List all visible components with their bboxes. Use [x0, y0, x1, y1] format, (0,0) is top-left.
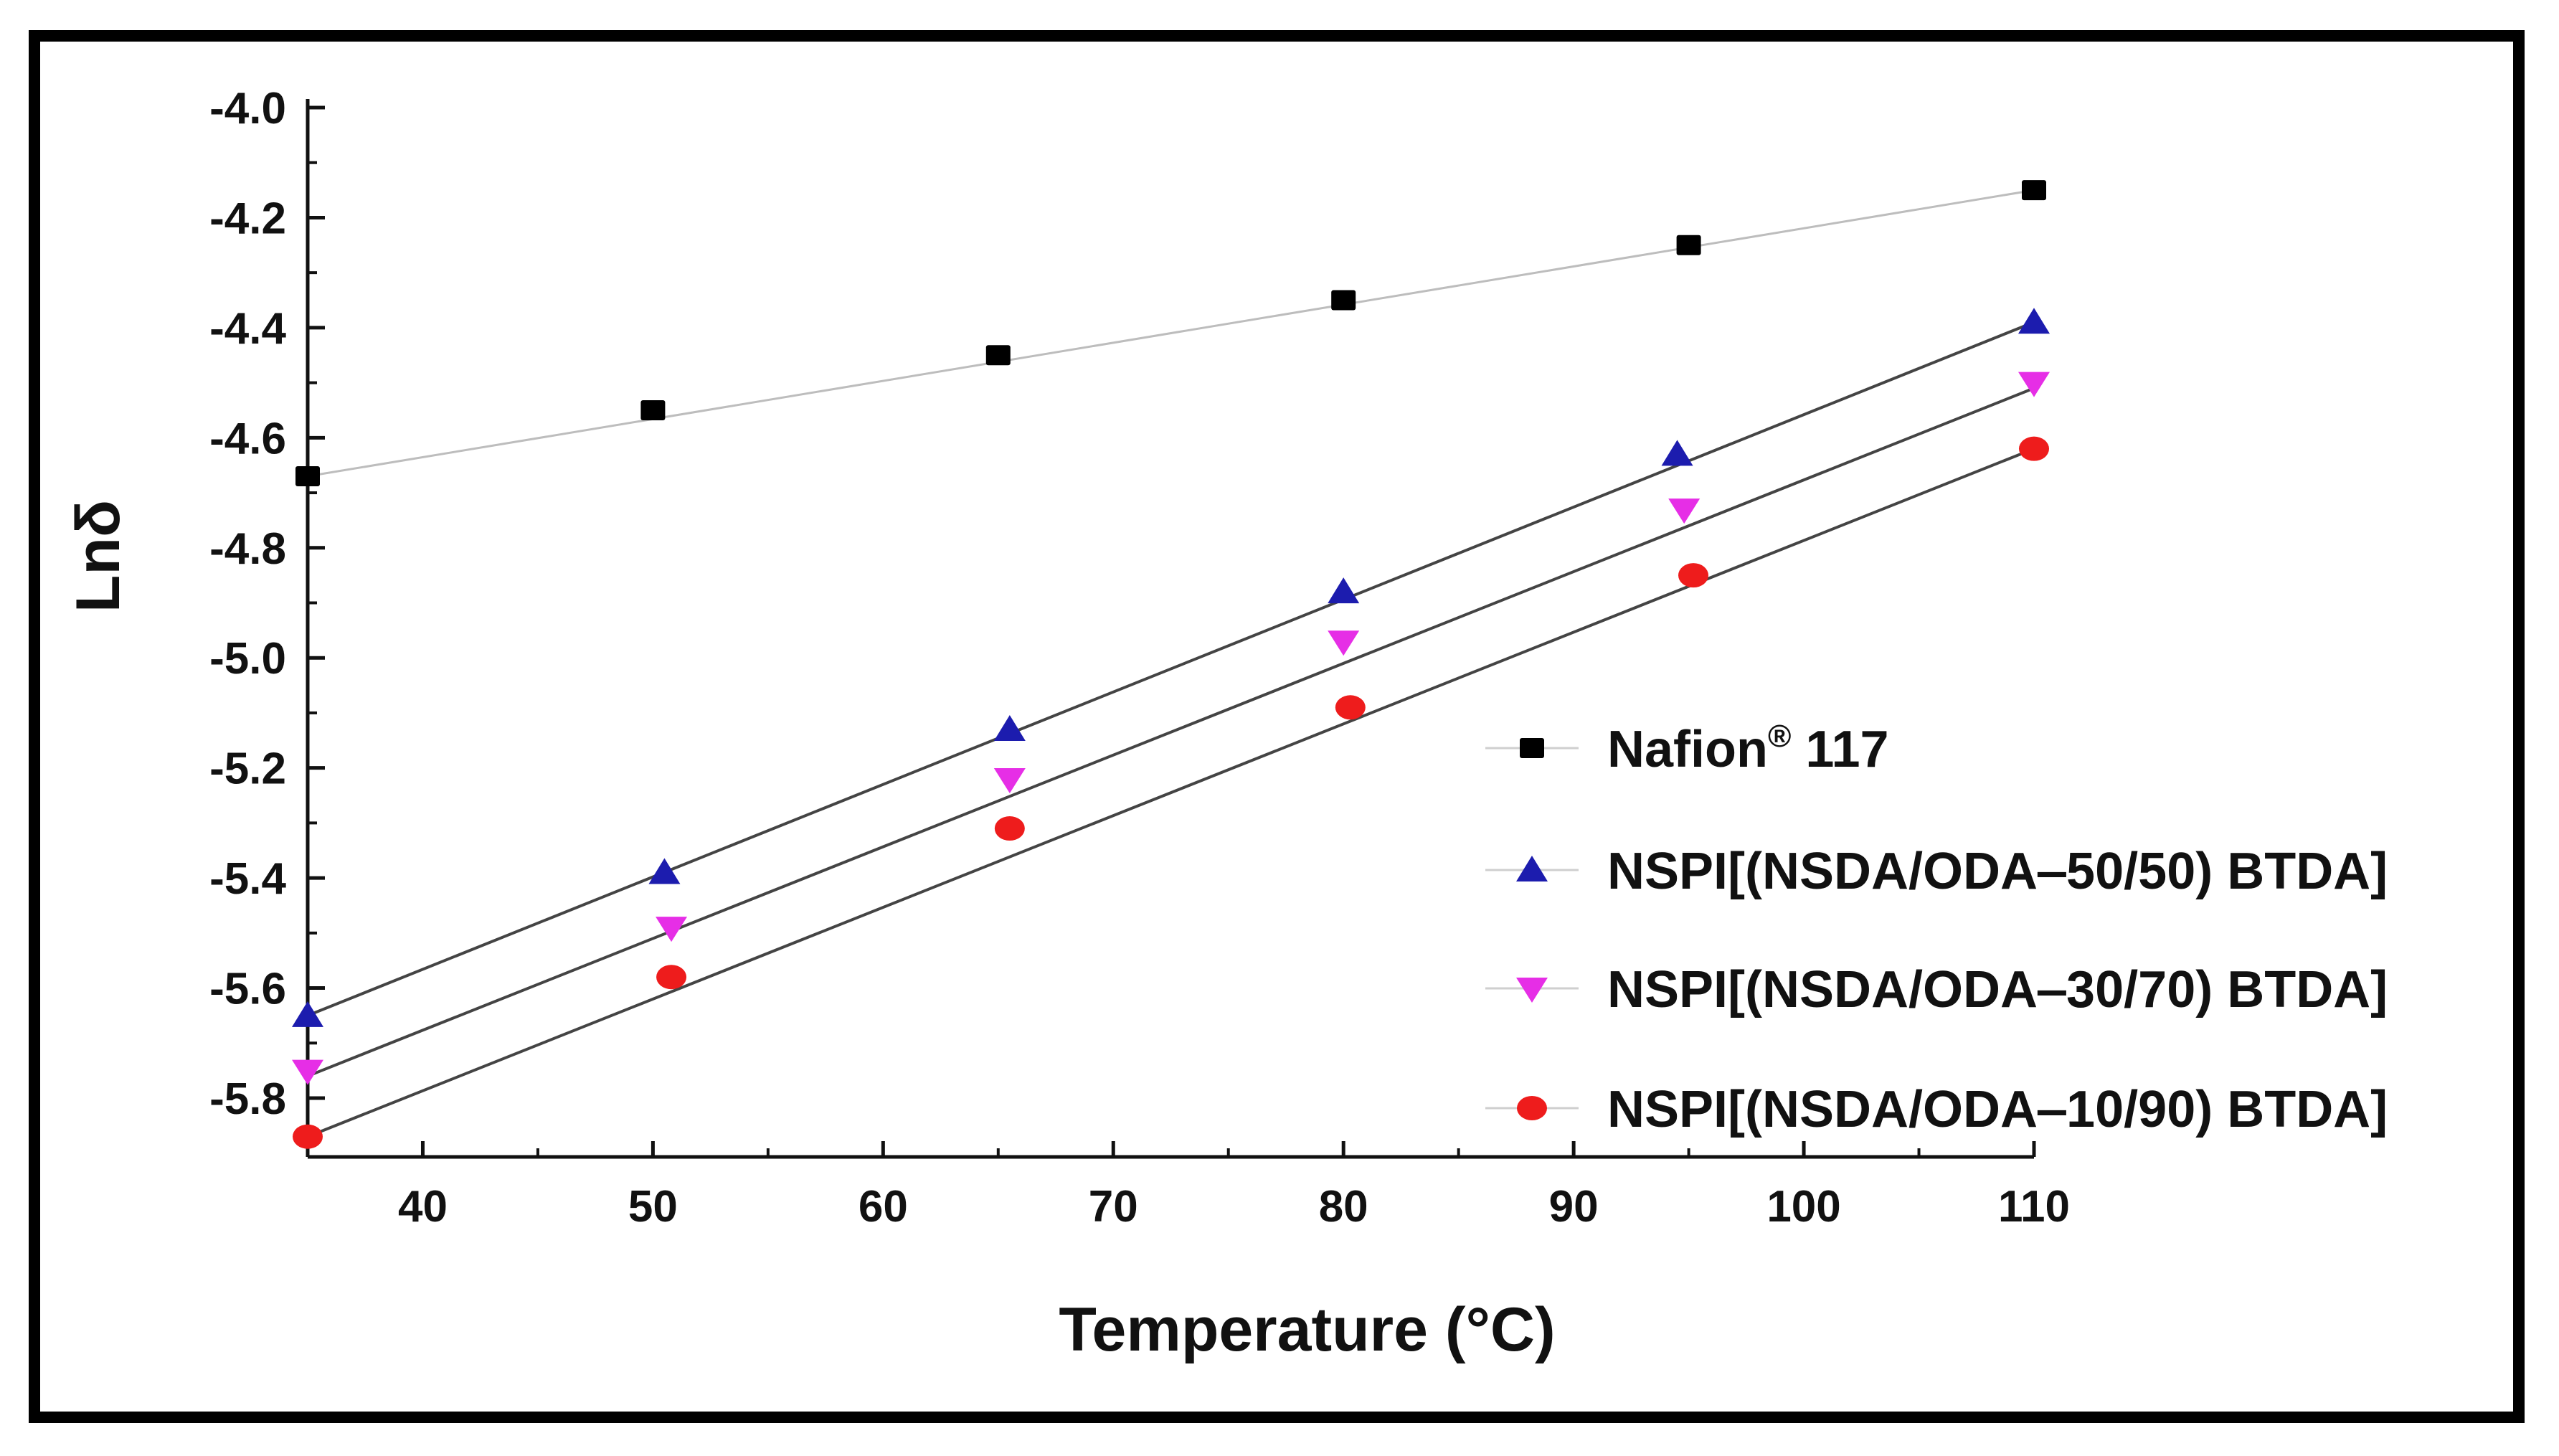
- legend-label: NSPI[(NSDA/ODA‒50/50) BTDA]: [1607, 843, 2388, 900]
- x-tick-label: 90: [1549, 1182, 1599, 1232]
- legend-marker: [1517, 1096, 1547, 1120]
- y-axis-title: Lnδ: [64, 500, 133, 613]
- data-point: [2018, 308, 2050, 334]
- data-point: [1668, 498, 1701, 524]
- data-point: [993, 714, 1026, 741]
- y-tick-label: -4.4: [209, 304, 286, 354]
- data-point: [2018, 372, 2050, 397]
- data-point: [640, 400, 666, 420]
- legend-entry-1: NSPI[(NSDA/ODA‒50/50) BTDA]: [1485, 843, 2388, 900]
- legend-entry-0: Nafion® 117: [1485, 719, 1889, 778]
- x-tick-label: 100: [1766, 1182, 1840, 1232]
- x-tick-label: 40: [398, 1182, 448, 1232]
- data-point: [2022, 180, 2046, 201]
- data-point: [295, 466, 320, 487]
- data-point: [985, 345, 1011, 366]
- y-tick-label: -4.2: [209, 194, 286, 243]
- data-point: [1678, 563, 1709, 588]
- data-point: [1328, 630, 1360, 656]
- data-point: [993, 768, 1026, 794]
- data-point: [293, 1124, 323, 1149]
- data-point: [1328, 577, 1360, 604]
- x-tick-label: 70: [1089, 1182, 1138, 1232]
- data-point: [1331, 290, 1356, 311]
- series-line: [307, 447, 2035, 1138]
- y-tick-label: -5.8: [209, 1074, 286, 1124]
- series-line: [307, 189, 2035, 478]
- legend-label: NSPI[(NSDA/ODA‒10/90) BTDA]: [1607, 1081, 2388, 1138]
- x-tick-label: 60: [858, 1182, 908, 1232]
- series-line: [307, 387, 2035, 1078]
- legend-entry-2: NSPI[(NSDA/ODA‒30/70) BTDA]: [1485, 961, 2388, 1018]
- y-tick-label: -5.6: [209, 965, 286, 1014]
- axes-group: 40 50 60 70 80 90 100 110 -4.0 -4.2 -4.4 -4.6 -4.8 -5…: [209, 84, 2070, 1232]
- chart: 40 50 60 70 80 90 100 110 -4.0 -4.2 -4.4 -4.6 -4.8 -5…: [64, 84, 2388, 1364]
- legend-marker: [1516, 978, 1548, 1003]
- series-0: [295, 180, 2046, 487]
- series-line: [307, 321, 2035, 1017]
- y-tick-label: -5.4: [209, 854, 286, 904]
- data-point: [656, 917, 688, 942]
- data-point: [648, 858, 681, 884]
- series-3: [293, 436, 2049, 1149]
- series-2: [292, 372, 2050, 1085]
- y-tick-label: -5.0: [209, 634, 286, 684]
- legend-label: NSPI[(NSDA/ODA‒30/70) BTDA]: [1607, 961, 2388, 1018]
- x-axis-title: Temperature (°C): [1059, 1295, 1555, 1364]
- legend-label-main: Nafion: [1607, 721, 1768, 778]
- data-point: [292, 1001, 323, 1027]
- data-point: [1676, 235, 1701, 255]
- series-1: [292, 308, 2050, 1027]
- x-tick-label: 110: [1998, 1182, 2070, 1232]
- legend-marker: [1516, 856, 1548, 881]
- legend-entry-3: NSPI[(NSDA/ODA‒10/90) BTDA]: [1485, 1081, 2388, 1138]
- data-point: [292, 1059, 323, 1085]
- legend-label-tail: 117: [1791, 721, 1888, 778]
- legend-label: Nafion® 117: [1607, 719, 1889, 778]
- x-tick-label: 50: [628, 1182, 678, 1232]
- figure-frame: 40 50 60 70 80 90 100 110 -4.0 -4.2 -4.4 -4.6 -4.8 -5…: [29, 30, 2525, 1423]
- data-point: [2019, 436, 2049, 461]
- y-tick-label: -5.2: [209, 744, 286, 794]
- y-tick-label: -4.0: [209, 84, 286, 133]
- legend-marker: [1520, 738, 1544, 758]
- data-point: [1335, 695, 1366, 720]
- y-tick-label: -4.6: [209, 414, 286, 463]
- series-group: [292, 180, 2050, 1149]
- data-point: [994, 816, 1025, 841]
- data-point: [656, 965, 687, 990]
- x-tick-label: 80: [1319, 1182, 1368, 1232]
- legend: Nafion® 117 NSPI[(NSDA/ODA‒50/50) BTDA] NS…: [1485, 719, 2388, 1138]
- y-tick-label: -4.8: [209, 524, 286, 574]
- data-point: [1661, 440, 1693, 466]
- legend-label-superscript: ®: [1768, 719, 1791, 754]
